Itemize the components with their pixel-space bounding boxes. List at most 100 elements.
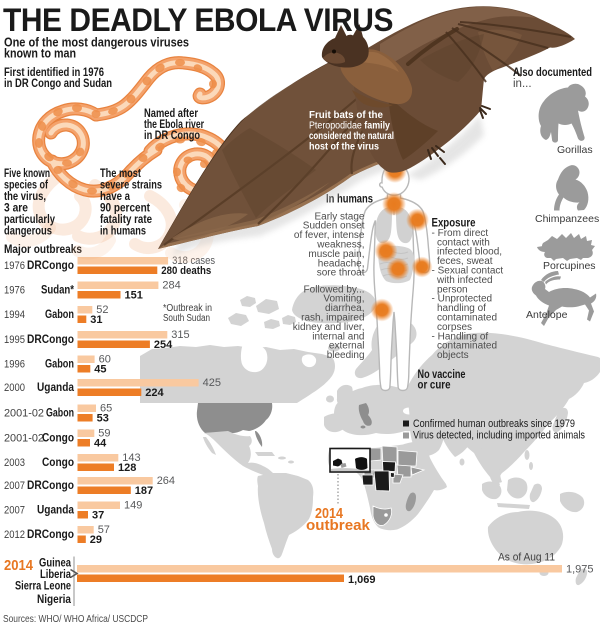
svg-text:2007: 2007 [4, 480, 25, 492]
svg-text:infected blood,: infected blood, [437, 247, 502, 258]
svg-text:1976: 1976 [4, 260, 25, 272]
svg-text:90 percent: 90 percent [100, 203, 150, 215]
svg-text:187: 187 [135, 485, 153, 497]
svg-text:Named after: Named after [144, 108, 198, 120]
svg-text:Uganda: Uganda [37, 382, 75, 394]
svg-text:284: 284 [162, 280, 180, 292]
svg-text:have a: have a [100, 191, 130, 203]
svg-text:60: 60 [99, 354, 111, 366]
svg-text:Uganda: Uganda [37, 505, 75, 517]
svg-text:1976: 1976 [4, 285, 25, 297]
svg-text:2012: 2012 [4, 529, 25, 541]
svg-text:Liberia: Liberia [40, 569, 71, 581]
svg-text:224: 224 [145, 387, 164, 399]
svg-text:Vomiting,: Vomiting, [323, 294, 364, 305]
svg-text:in DR Congo: in DR Congo [144, 130, 200, 142]
svg-text:- Unprotected: - Unprotected [432, 294, 493, 305]
svg-text:particularly: particularly [4, 214, 55, 226]
svg-text:Congo: Congo [42, 457, 74, 469]
svg-text:rash, impaired: rash, impaired [301, 313, 364, 324]
svg-text:151: 151 [125, 290, 143, 302]
svg-text:37: 37 [92, 510, 104, 522]
svg-text:Congo: Congo [42, 433, 74, 445]
svg-text:44: 44 [94, 438, 107, 450]
svg-text:- From direct: - From direct [432, 228, 489, 239]
svg-text:57: 57 [98, 524, 110, 536]
svg-text:Porcupines: Porcupines [543, 260, 596, 272]
svg-text:1,069: 1,069 [348, 574, 376, 586]
svg-text:As of Aug 11: As of Aug 11 [498, 552, 555, 564]
svg-text:1995: 1995 [4, 334, 25, 346]
svg-text:Exposure: Exposure [432, 218, 476, 230]
svg-text:2007: 2007 [4, 505, 25, 517]
svg-text:One of the most dangerous viru: One of the most dangerous viruses [4, 36, 189, 50]
svg-text:muscle pain,: muscle pain, [308, 249, 364, 260]
svg-text:known to man: known to man [4, 47, 76, 61]
svg-text:with infected: with infected [436, 275, 493, 286]
svg-text:315: 315 [171, 329, 189, 341]
svg-text:Gabon: Gabon [45, 309, 74, 321]
svg-text:DRCongo: DRCongo [27, 334, 74, 346]
svg-text:objects: objects [437, 350, 469, 361]
svg-text:diarrhea,: diarrhea, [325, 303, 364, 314]
svg-text:2014: 2014 [315, 506, 343, 522]
svg-text:of fever, intense: of fever, intense [294, 230, 365, 241]
svg-text:THE DEADLY EBOLA VIRUS: THE DEADLY EBOLA VIRUS [3, 2, 393, 38]
svg-text:254: 254 [154, 339, 173, 351]
svg-text:sore throat: sore throat [317, 268, 365, 279]
svg-text:DRCongo: DRCongo [27, 529, 74, 541]
svg-text:Sudden onset: Sudden onset [303, 221, 365, 232]
svg-text:2001-02: 2001-02 [4, 408, 44, 420]
svg-text:dangerous: dangerous [4, 226, 52, 238]
svg-text:31: 31 [90, 314, 102, 326]
svg-text:species of: species of [4, 180, 48, 192]
svg-text:in...: in... [513, 78, 532, 90]
svg-text:kidney and liver,: kidney and liver, [293, 322, 365, 333]
svg-text:Chimpanzees: Chimpanzees [535, 213, 599, 225]
svg-text:Sources: WHO/ WHO Africa/ USCD: Sources: WHO/ WHO Africa/ USCDCP [3, 613, 148, 625]
svg-text:3 are: 3 are [4, 203, 28, 215]
svg-text:Five known: Five known [4, 168, 50, 180]
svg-text:2003: 2003 [4, 457, 25, 469]
svg-text:Also documented: Also documented [513, 67, 592, 79]
svg-text:in humans: in humans [100, 226, 146, 238]
svg-text:In humans: In humans [326, 194, 373, 206]
svg-text:2001-02: 2001-02 [4, 433, 44, 445]
svg-text:Sudan*: Sudan* [41, 285, 74, 297]
svg-text:52: 52 [96, 304, 108, 316]
svg-text:Gorillas: Gorillas [557, 144, 593, 156]
svg-text:feces, sweat: feces, sweat [437, 256, 493, 267]
svg-text:First identified in 1976: First identified in 1976 [4, 67, 104, 79]
svg-text:Gabon: Gabon [45, 359, 74, 371]
svg-text:59: 59 [98, 428, 110, 440]
svg-text:DRCongo: DRCongo [27, 260, 74, 272]
svg-text:143: 143 [122, 452, 140, 464]
svg-text:1,975: 1,975 [566, 564, 594, 576]
svg-text:425: 425 [203, 377, 221, 389]
svg-text:- Handling of: - Handling of [432, 331, 489, 342]
svg-text:headache,: headache, [318, 258, 365, 269]
svg-text:65: 65 [100, 403, 112, 415]
svg-text:corpses: corpses [437, 322, 472, 333]
svg-text:weakness,: weakness, [316, 240, 364, 251]
svg-text:fatality rate: fatality rate [100, 214, 152, 226]
svg-text:Followed by...: Followed by... [304, 284, 365, 295]
svg-text:the Ebola river: the Ebola river [144, 119, 204, 131]
svg-text:1996: 1996 [4, 359, 25, 371]
svg-text:2014: 2014 [4, 558, 33, 574]
svg-text:Fruit bats of the: Fruit bats of the [309, 110, 384, 121]
svg-text:128: 128 [118, 462, 136, 474]
svg-text:handling of: handling of [437, 303, 486, 314]
svg-text:contact with: contact with [437, 237, 490, 248]
svg-text:The most: The most [100, 168, 141, 180]
svg-text:host of the virus: host of the virus [309, 142, 379, 153]
svg-text:in DR Congo and Sudan: in DR Congo and Sudan [4, 78, 112, 90]
svg-text:29: 29 [90, 534, 102, 546]
svg-text:considered the natural: considered the natural [309, 131, 394, 142]
svg-text:*Outbreak in: *Outbreak in [163, 303, 212, 314]
svg-text:external: external [329, 341, 365, 352]
svg-text:DRCongo: DRCongo [27, 480, 74, 492]
svg-text:Pteropodidae family: Pteropodidae family [309, 121, 390, 132]
svg-text:318 cases: 318 cases [172, 255, 215, 267]
svg-text:1994: 1994 [4, 309, 25, 321]
